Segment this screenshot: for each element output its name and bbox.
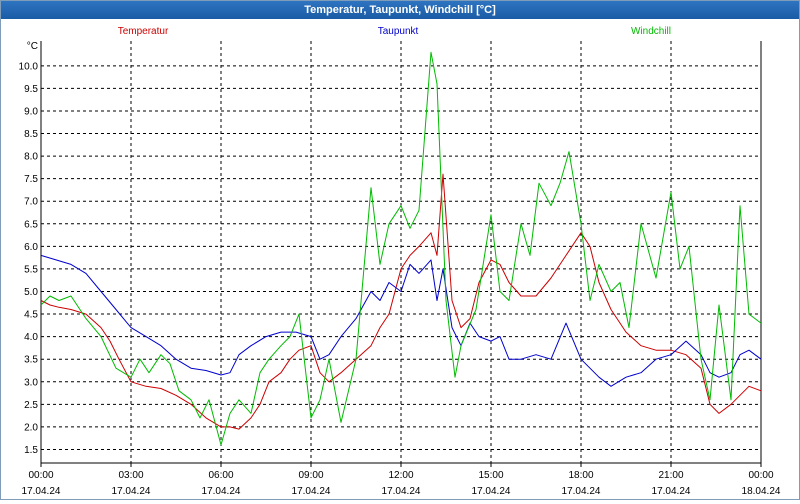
x-tick-time: 21:00 (658, 470, 683, 481)
x-tick-time: 12:00 (388, 470, 413, 481)
x-tick-time: 09:00 (298, 470, 323, 481)
x-tick-time: 06:00 (208, 470, 233, 481)
x-tick-date: 17.04.24 (292, 486, 331, 497)
y-tick-label: 9.5 (24, 84, 38, 95)
axes: 1.5 2.0 2.5 3.0 3.5 4.0 4.5 5.0 5.5 6.0 6.5 7.0 7.5 8… (19, 41, 781, 497)
y-tick-label: 6.0 (24, 242, 38, 253)
x-tick-date: 17.04.24 (652, 486, 691, 497)
y-tick-label: 5.0 (24, 287, 38, 298)
y-tick-label: 8.5 (24, 129, 38, 140)
legend-dewpoint: Taupunkt (378, 26, 419, 37)
y-tick-label: 3.5 (24, 355, 38, 366)
x-tick-time: 18:00 (568, 470, 593, 481)
x-tick-date: 18.04.24 (742, 486, 781, 497)
x-tick-time: 00:00 (28, 470, 53, 481)
y-tick-label: 7.5 (24, 174, 38, 185)
y-tick-label: 10.0 (19, 61, 39, 72)
chart-area: 1.5 2.0 2.5 3.0 3.5 4.0 4.5 5.0 5.5 6.0 6.5 7.0 7.5 8… (1, 19, 799, 499)
x-tick-date: 17.04.24 (202, 486, 241, 497)
line-chart: 1.5 2.0 2.5 3.0 3.5 4.0 4.5 5.0 5.5 6.0 6.5 7.0 7.5 8… (19, 26, 781, 497)
x-tick-date: 17.04.24 (472, 486, 511, 497)
x-tick-time: 15:00 (478, 470, 503, 481)
y-tick-label: 4.5 (24, 310, 38, 321)
grid (41, 41, 761, 463)
y-tick-label: 8.0 (24, 152, 38, 163)
legend-temperature: Temperatur (118, 26, 169, 37)
series-line-temperature (40, 173, 762, 430)
legend-windchill: Windchill (631, 26, 671, 37)
y-tick-label: 5.5 (24, 264, 38, 275)
y-tick-label: 6.5 (24, 219, 38, 230)
x-tick-time: 00:00 (748, 470, 773, 481)
x-tick-date: 17.04.24 (112, 486, 151, 497)
x-tick-date: 17.04.24 (382, 486, 421, 497)
x-tick-date: 17.04.24 (22, 486, 61, 497)
series-line-windchill (40, 51, 762, 446)
series (40, 51, 762, 446)
legend: Temperatur Taupunkt Windchill (118, 26, 671, 37)
x-tick-date: 17.04.24 (562, 486, 601, 497)
series-line-dewpoint (40, 254, 762, 387)
y-tick-label: 7.0 (24, 197, 38, 208)
y-axis-label: °C (27, 41, 38, 52)
y-tick-label: 2.0 (24, 422, 38, 433)
window-title: Temperatur, Taupunkt, Windchill [°C] (1, 1, 799, 19)
y-tick-label: 2.5 (24, 400, 38, 411)
x-tick-time: 03:00 (118, 470, 143, 481)
y-tick-label: 1.5 (24, 445, 38, 456)
y-tick-label: 4.0 (24, 332, 38, 343)
y-tick-label: 9.0 (24, 106, 38, 117)
y-tick-label: 3.0 (24, 377, 38, 388)
